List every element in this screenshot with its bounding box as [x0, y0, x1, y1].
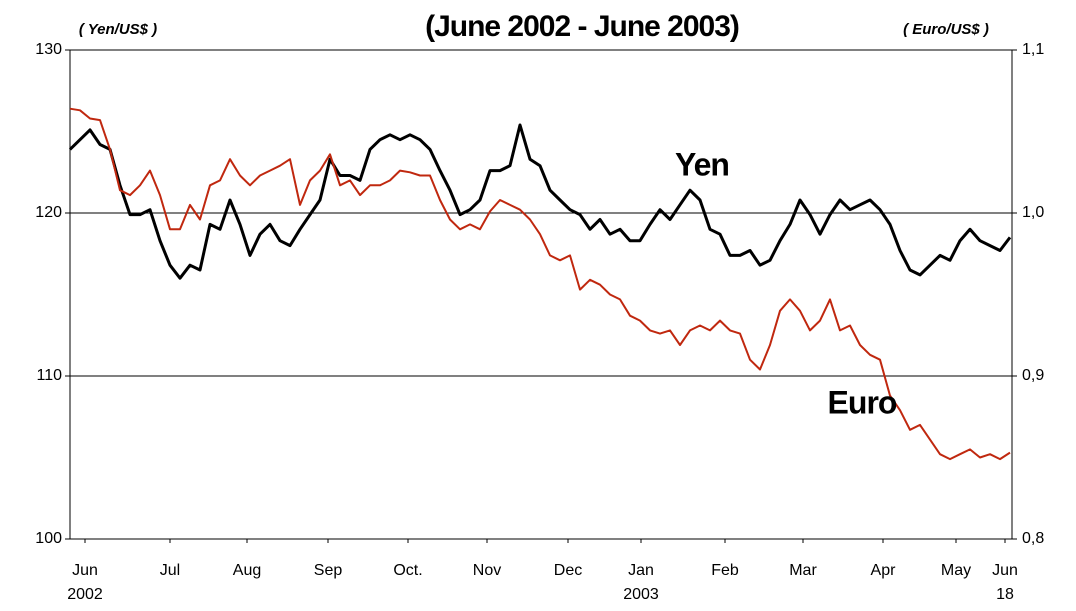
x-tick-label: Jun — [72, 562, 98, 579]
x-tick-label: Dec — [554, 562, 582, 579]
x-tick-label: Sep — [314, 562, 343, 579]
x-tick-sublabel: 18 — [996, 586, 1014, 603]
series-label: Yen — [675, 146, 729, 182]
y-tick-label: 120 — [35, 204, 62, 221]
x-tick-label: Jan — [628, 562, 654, 579]
y-tick-label: 130 — [35, 41, 62, 58]
y2-tick-label: 1,0 — [1022, 204, 1044, 221]
y2-tick-label: 1,1 — [1022, 41, 1044, 58]
x-tick-label: Jun — [992, 562, 1018, 579]
x-tick-label: Mar — [789, 562, 817, 579]
series-label: Euro — [828, 384, 897, 420]
x-tick-label: May — [941, 562, 971, 579]
y2-axis-label: ( Euro/US$ ) — [903, 21, 989, 38]
y2-tick-label: 0,8 — [1022, 530, 1044, 547]
chart-title: (June 2002 - June 2003) — [425, 10, 739, 43]
series-line — [69, 107, 1011, 461]
x-tick-label: Nov — [473, 562, 501, 579]
x-tick-label: Oct. — [393, 562, 422, 579]
x-tick-sublabel: 2002 — [67, 586, 103, 603]
x-tick-label: Feb — [711, 562, 739, 579]
y2-tick-label: 0,9 — [1022, 367, 1044, 384]
x-tick-sublabel: 2003 — [623, 586, 659, 603]
x-tick-label: Jul — [160, 562, 180, 579]
x-tick-label: Aug — [233, 562, 261, 579]
series-line — [68, 123, 1012, 280]
y-tick-label: 110 — [36, 367, 62, 384]
y-axis-label: ( Yen/US$ ) — [79, 21, 157, 38]
y-tick-label: 100 — [35, 530, 62, 547]
plot-frame — [69, 49, 1013, 540]
x-tick-label: Apr — [871, 562, 897, 579]
